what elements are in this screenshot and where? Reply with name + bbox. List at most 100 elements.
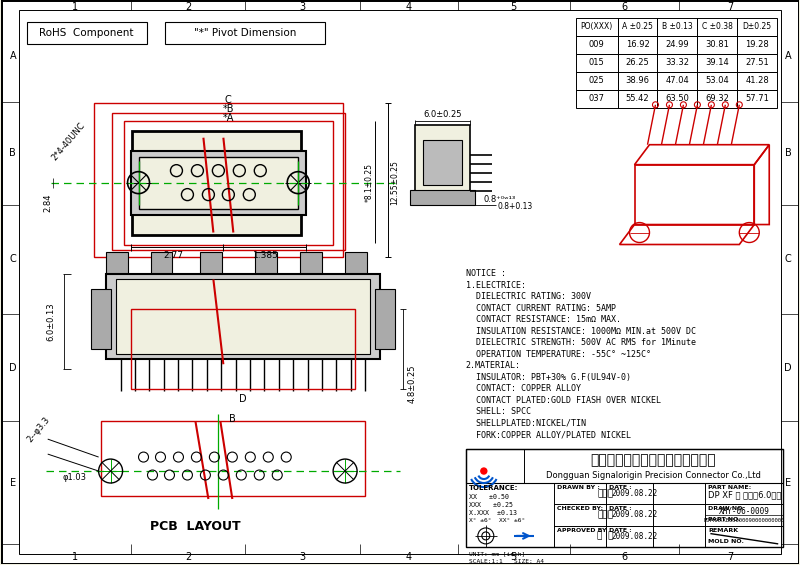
- Text: 杨冬梅: 杨冬梅: [598, 489, 614, 498]
- Text: A: A: [10, 51, 16, 61]
- Text: PART NO.: PART NO.: [708, 518, 741, 522]
- Text: 24.99: 24.99: [666, 41, 690, 49]
- Text: 025: 025: [589, 76, 605, 85]
- Text: 刘  超: 刘 超: [598, 532, 614, 541]
- Text: 037: 037: [589, 94, 605, 103]
- Bar: [415, 125, 470, 205]
- Bar: [255, 253, 278, 275]
- Bar: [166, 22, 325, 44]
- Text: 1.ELECTRICE:: 1.ELECTRICE:: [466, 281, 526, 290]
- Text: 38.96: 38.96: [626, 76, 650, 85]
- Text: 2: 2: [185, 552, 191, 562]
- Bar: [201, 253, 222, 275]
- Text: B: B: [10, 148, 16, 158]
- Text: 57.71: 57.71: [746, 94, 770, 103]
- Text: INSULATOR: PBT+30% G.F(UL94V-0): INSULATOR: PBT+30% G.F(UL94V-0): [466, 373, 631, 382]
- Text: 63.50: 63.50: [666, 94, 690, 103]
- Bar: [738, 36, 778, 54]
- Bar: [130, 310, 355, 389]
- Text: 12.55±0.25: 12.55±0.25: [390, 160, 399, 205]
- Text: CONTACT PLATED:GOLD FIASH OVER NICKEL: CONTACT PLATED:GOLD FIASH OVER NICKEL: [466, 396, 661, 405]
- Text: PCB  LAYOUT: PCB LAYOUT: [150, 520, 241, 533]
- Text: A ±0.25: A ±0.25: [622, 23, 653, 32]
- Text: 2009.08.22: 2009.08.22: [611, 489, 658, 498]
- Text: X.XXX  ±0.13: X.XXX ±0.13: [469, 510, 517, 516]
- Text: PART NAME:: PART NAME:: [708, 485, 752, 490]
- Bar: [618, 90, 658, 108]
- Bar: [576, 54, 618, 72]
- Bar: [658, 36, 698, 54]
- Text: E: E: [785, 477, 791, 488]
- Text: 6: 6: [622, 2, 628, 12]
- Text: X° ±6°  XX° ±6°: X° ±6° XX° ±6°: [469, 518, 525, 523]
- Text: SHELL: SPCC: SHELL: SPCC: [466, 407, 531, 416]
- Text: 30.81: 30.81: [706, 41, 730, 49]
- Text: φ1.03: φ1.03: [62, 472, 86, 481]
- Bar: [658, 72, 698, 90]
- Text: DRAWN BY :: DRAWN BY :: [557, 485, 599, 490]
- Text: 杨冬梅: 杨冬梅: [598, 510, 614, 519]
- Text: 4: 4: [406, 552, 412, 562]
- Text: REMARK: REMARK: [708, 528, 738, 533]
- Bar: [345, 253, 367, 275]
- Text: FORK:COPPER ALLOY/PLATED NICKEL: FORK:COPPER ALLOY/PLATED NICKEL: [466, 430, 631, 439]
- Text: CONTACT RESISTANCE: 15mΩ MAX.: CONTACT RESISTANCE: 15mΩ MAX.: [466, 315, 621, 324]
- Text: INSULATION RESISTANCE: 1000MΩ MIN.at 500V DC: INSULATION RESISTANCE: 1000MΩ MIN.at 500…: [466, 327, 696, 336]
- Text: CONTACT CURRENT RATING: 5AMP: CONTACT CURRENT RATING: 5AMP: [466, 304, 616, 313]
- Text: 16.92: 16.92: [626, 41, 650, 49]
- Text: 69.32: 69.32: [706, 94, 730, 103]
- Bar: [738, 54, 778, 72]
- Text: 2009.08.22: 2009.08.22: [611, 510, 658, 519]
- Bar: [738, 18, 778, 36]
- Text: 5: 5: [510, 552, 517, 562]
- Text: 5: 5: [510, 2, 517, 12]
- Text: DATE :: DATE :: [609, 485, 631, 490]
- Text: DATE :: DATE :: [609, 506, 631, 511]
- Text: B: B: [229, 414, 236, 424]
- Text: A: A: [785, 51, 791, 61]
- Text: MOLD NO.: MOLD NO.: [708, 538, 744, 544]
- Text: D: D: [238, 394, 246, 404]
- Text: CONTACT: COPPER ALLOY: CONTACT: COPPER ALLOY: [466, 384, 581, 393]
- Text: PO(XXX): PO(XXX): [581, 23, 613, 32]
- Text: 东莹市迅颟原精密连接器有限公司: 东莹市迅颟原精密连接器有限公司: [590, 453, 716, 467]
- Text: 26.25: 26.25: [626, 58, 650, 67]
- Text: DP XF 公 直射式6.0款叉: DP XF 公 直射式6.0款叉: [708, 490, 781, 499]
- Text: *8.1±0.25: *8.1±0.25: [365, 163, 374, 202]
- Text: 27.51: 27.51: [746, 58, 769, 67]
- Circle shape: [481, 468, 487, 474]
- Text: 0.8+0.13: 0.8+0.13: [498, 202, 533, 211]
- Bar: [618, 72, 658, 90]
- Text: 41.28: 41.28: [746, 76, 769, 85]
- Text: D: D: [9, 363, 17, 373]
- Text: C: C: [10, 254, 16, 264]
- Bar: [26, 22, 146, 44]
- Text: *A: *A: [222, 113, 234, 123]
- Text: 33.32: 33.32: [666, 58, 690, 67]
- Bar: [106, 275, 380, 359]
- Bar: [658, 90, 698, 108]
- Text: PDPXXXXB05000090000000000: PDPXXXXB05000090000000000: [704, 518, 785, 523]
- Bar: [618, 54, 658, 72]
- Text: DIELECTRIC RATING: 300V: DIELECTRIC RATING: 300V: [466, 293, 591, 301]
- Text: Dongguan Signalorigin Precision Connector Co.,Ltd: Dongguan Signalorigin Precision Connecto…: [546, 471, 761, 480]
- Text: DATE :: DATE :: [609, 528, 631, 533]
- Bar: [576, 36, 618, 54]
- Bar: [658, 54, 698, 72]
- Bar: [576, 90, 618, 108]
- Bar: [658, 18, 698, 36]
- Text: 39.14: 39.14: [706, 58, 730, 67]
- Bar: [410, 190, 475, 205]
- Text: C ±0.38: C ±0.38: [702, 23, 733, 32]
- Bar: [618, 36, 658, 54]
- Text: E: E: [10, 477, 16, 488]
- Bar: [466, 449, 524, 483]
- Bar: [576, 72, 618, 90]
- Text: 4.8±0.25: 4.8±0.25: [407, 365, 417, 403]
- Text: DRAW NO.: DRAW NO.: [708, 506, 745, 511]
- Text: 6.0±0.25: 6.0±0.25: [423, 110, 462, 119]
- Text: 19.28: 19.28: [746, 41, 769, 49]
- Text: RoHS  Component: RoHS Component: [39, 28, 134, 38]
- Bar: [466, 449, 783, 547]
- Bar: [101, 421, 365, 496]
